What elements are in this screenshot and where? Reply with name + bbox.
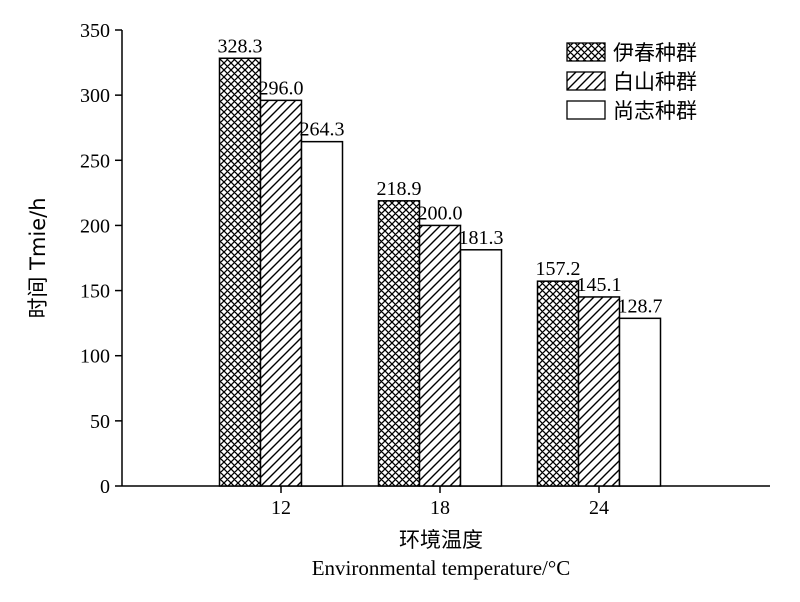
bar <box>618 317 662 487</box>
bars <box>218 57 662 487</box>
legend-label: 尚志种群 <box>613 99 697 123</box>
y-ticks: 0 50 100 150 200 250 300 350 <box>80 20 122 498</box>
bar <box>218 57 262 487</box>
data-label: 181.3 <box>459 227 504 249</box>
y-tick-label: 300 <box>80 85 110 107</box>
y-axis-title: 时间 Tmie/h <box>26 197 50 318</box>
legend-swatch <box>566 71 606 91</box>
y-tick-label: 350 <box>80 20 110 42</box>
bar <box>536 280 580 487</box>
data-label: 264.3 <box>300 119 345 141</box>
bar <box>459 249 503 487</box>
y-tick-label: 100 <box>80 346 110 368</box>
legend-label: 伊春种群 <box>613 41 697 65</box>
x-axis-title: 环境温度 <box>399 528 483 552</box>
data-label: 157.2 <box>536 258 581 280</box>
x-ticks: 12 18 24 <box>271 486 609 519</box>
x-tick-label: 12 <box>271 497 291 519</box>
bar <box>300 140 344 487</box>
data-label: 200.0 <box>418 202 463 224</box>
y-tick-label: 50 <box>90 411 110 433</box>
bar <box>418 224 462 487</box>
y-tick-label: 250 <box>80 150 110 172</box>
x-axis-title-en: Environmental temperature/°C <box>312 556 571 580</box>
bar <box>377 200 421 487</box>
x-tick-label: 18 <box>430 497 450 519</box>
data-label: 296.0 <box>259 77 304 99</box>
data-label: 128.7 <box>618 295 663 317</box>
legend-swatch <box>566 100 606 120</box>
data-label: 145.1 <box>577 274 622 296</box>
bar <box>577 296 621 487</box>
data-label: 218.9 <box>377 178 422 200</box>
y-tick-label: 150 <box>80 281 110 303</box>
y-tick-label: 200 <box>80 215 110 237</box>
x-tick-label: 24 <box>589 497 609 519</box>
data-label: 328.3 <box>218 35 263 57</box>
legend-swatch <box>566 42 606 62</box>
bar <box>259 99 303 487</box>
legend-label: 白山种群 <box>613 70 697 94</box>
y-tick-label: 0 <box>100 476 110 498</box>
